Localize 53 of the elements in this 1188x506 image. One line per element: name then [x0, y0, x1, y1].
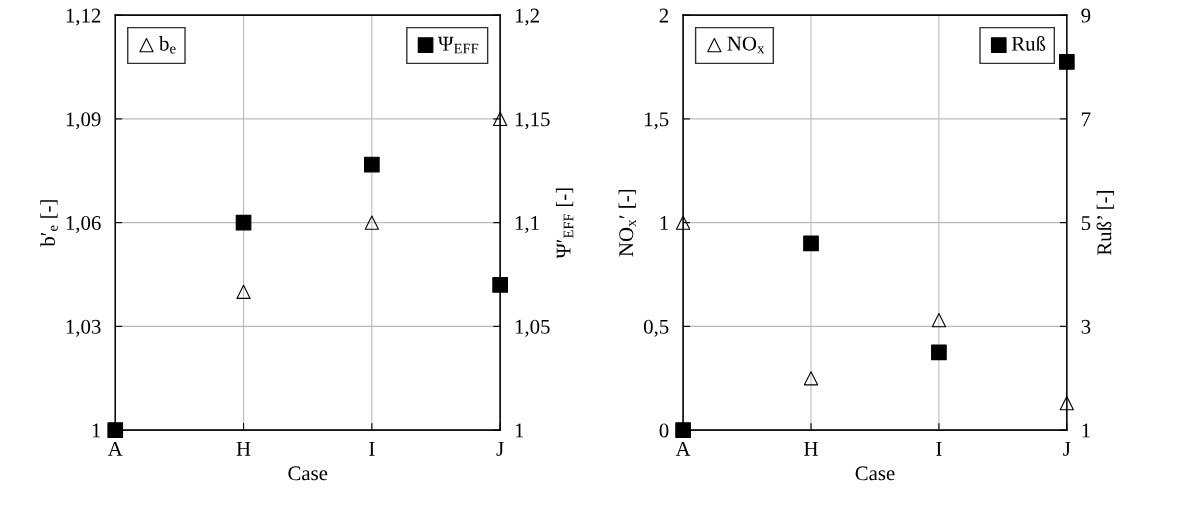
- point: [493, 111, 508, 127]
- point: [1058, 54, 1075, 70]
- y2-axis-title: Ruß’ [-]: [1096, 191, 1114, 256]
- y2-tick-label: 1,2: [515, 8, 539, 26]
- y2-axis-title: Ψ′$_{EFF}$ [-]: [555, 188, 574, 259]
- y-axis-title: b′$_{e}$ [-]: [40, 200, 58, 247]
- point: [675, 422, 691, 438]
- x-axis-title: Case: [855, 466, 895, 481]
- y-tick-label: 1: [660, 216, 668, 230]
- legend-label: Ruß: [1011, 35, 1046, 51]
- point: [364, 215, 379, 230]
- y-tick-label: 0,5: [643, 319, 669, 337]
- x-tick-label: A: [675, 441, 691, 456]
- point: [492, 277, 508, 293]
- x-tick-label: H: [236, 442, 251, 456]
- y-tick-label: 1,06: [66, 216, 101, 234]
- y-tick-label: 0: [659, 423, 669, 438]
- legend-label: b$_{e}$: [158, 36, 176, 54]
- point: [803, 235, 819, 252]
- y2-tick-label: 1,05: [515, 319, 550, 337]
- point: [236, 284, 251, 299]
- y-tick-label: 1,5: [645, 112, 669, 130]
- point: [1059, 395, 1074, 411]
- x-tick-label: I: [369, 442, 375, 456]
- y2-tick-label: 7: [1082, 112, 1091, 127]
- point: [675, 215, 691, 230]
- y-axis-title: NO$_{x}$′ [-]: [618, 189, 636, 257]
- y-tick-label: 1,03: [66, 319, 101, 337]
- y-tick-label: 1,09: [66, 112, 101, 130]
- y2-tick-label: 1: [1082, 423, 1090, 438]
- point: [364, 156, 380, 173]
- y2-tick-label: 3: [1081, 319, 1091, 334]
- point: [107, 422, 124, 438]
- point: [803, 371, 819, 386]
- y2-tick-label: 5: [1081, 216, 1091, 231]
- x-axis-title: Case: [288, 466, 328, 481]
- x-tick-label: I: [936, 442, 942, 456]
- y-tick-label: 2: [659, 8, 669, 23]
- y-tick-label: 1,12: [66, 8, 101, 26]
- x-tick-label: J: [1063, 442, 1071, 456]
- x-tick-label: H: [804, 442, 818, 456]
- legend-label: Ψ$_{EFF}$: [438, 36, 479, 54]
- y-tick-label: 1: [92, 423, 101, 438]
- x-tick-label: A: [107, 441, 123, 456]
- y2-tick-label: 9: [1081, 8, 1091, 23]
- x-tick-label: J: [496, 442, 504, 456]
- point: [931, 344, 947, 361]
- legend-label: NO$_{x}$: [727, 36, 765, 54]
- point: [931, 313, 947, 328]
- point: [235, 214, 252, 231]
- y2-tick-label: 1: [515, 423, 524, 438]
- y2-tick-label: 1,1: [515, 216, 539, 234]
- y2-tick-label: 1,15: [515, 112, 550, 130]
